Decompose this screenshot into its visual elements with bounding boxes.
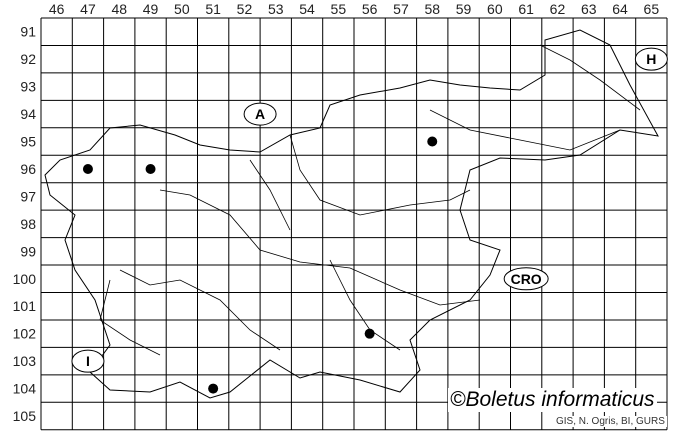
country-label: I	[86, 353, 90, 369]
record-dot	[208, 383, 219, 394]
country-label: H	[646, 51, 656, 67]
copyright-text: ©Boletus informaticus	[448, 388, 657, 412]
column-label: 54	[299, 1, 315, 17]
country-label-ellipse	[243, 102, 277, 126]
row-label: 99	[20, 243, 36, 259]
record-dot	[364, 328, 375, 339]
river	[539, 44, 641, 111]
river	[429, 109, 621, 151]
column-label: 64	[612, 1, 628, 17]
country-label-ellipse	[503, 267, 549, 291]
column-label: 63	[581, 1, 597, 17]
row-label: 100	[13, 271, 37, 287]
row-label: 101	[13, 298, 37, 314]
river	[159, 189, 481, 306]
record-dot	[145, 163, 156, 174]
column-label: 49	[143, 1, 159, 17]
record-dot	[82, 163, 93, 174]
row-label: 93	[20, 79, 36, 95]
column-label: 62	[550, 1, 566, 17]
row-label: 104	[13, 381, 37, 397]
row-label: 103	[13, 353, 37, 369]
column-label: 46	[49, 1, 65, 17]
river	[119, 269, 281, 351]
column-label: 47	[80, 1, 96, 17]
row-label: 102	[13, 326, 37, 342]
record-dot	[427, 136, 438, 147]
country-label-ellipse	[634, 47, 668, 71]
column-label: 51	[205, 1, 221, 17]
country-border	[44, 29, 659, 399]
row-label: 95	[20, 134, 36, 150]
column-label: 57	[393, 1, 409, 17]
credit-text: GIS, N. Ogris, BI, GURS	[554, 416, 667, 427]
river	[289, 134, 471, 216]
river	[329, 259, 401, 351]
country-label-ellipse	[71, 349, 105, 373]
column-label: 52	[237, 1, 253, 17]
column-label: 59	[456, 1, 472, 17]
column-label: 65	[644, 1, 660, 17]
column-label: 56	[362, 1, 378, 17]
column-label: 60	[487, 1, 503, 17]
row-label: 94	[20, 106, 36, 122]
column-label: 55	[331, 1, 347, 17]
river	[99, 279, 161, 356]
row-label: 105	[13, 408, 37, 424]
column-label: 53	[268, 1, 284, 17]
river	[249, 159, 291, 231]
column-label: 50	[174, 1, 190, 17]
row-label: 97	[20, 188, 36, 204]
column-label: 58	[424, 1, 440, 17]
country-label: A	[255, 106, 265, 122]
row-label: 98	[20, 216, 36, 232]
row-label: 92	[20, 51, 36, 67]
row-label: 96	[20, 161, 36, 177]
column-label: 48	[111, 1, 127, 17]
column-label: 61	[518, 1, 534, 17]
row-label: 91	[20, 24, 36, 40]
country-label: CRO	[511, 271, 542, 287]
